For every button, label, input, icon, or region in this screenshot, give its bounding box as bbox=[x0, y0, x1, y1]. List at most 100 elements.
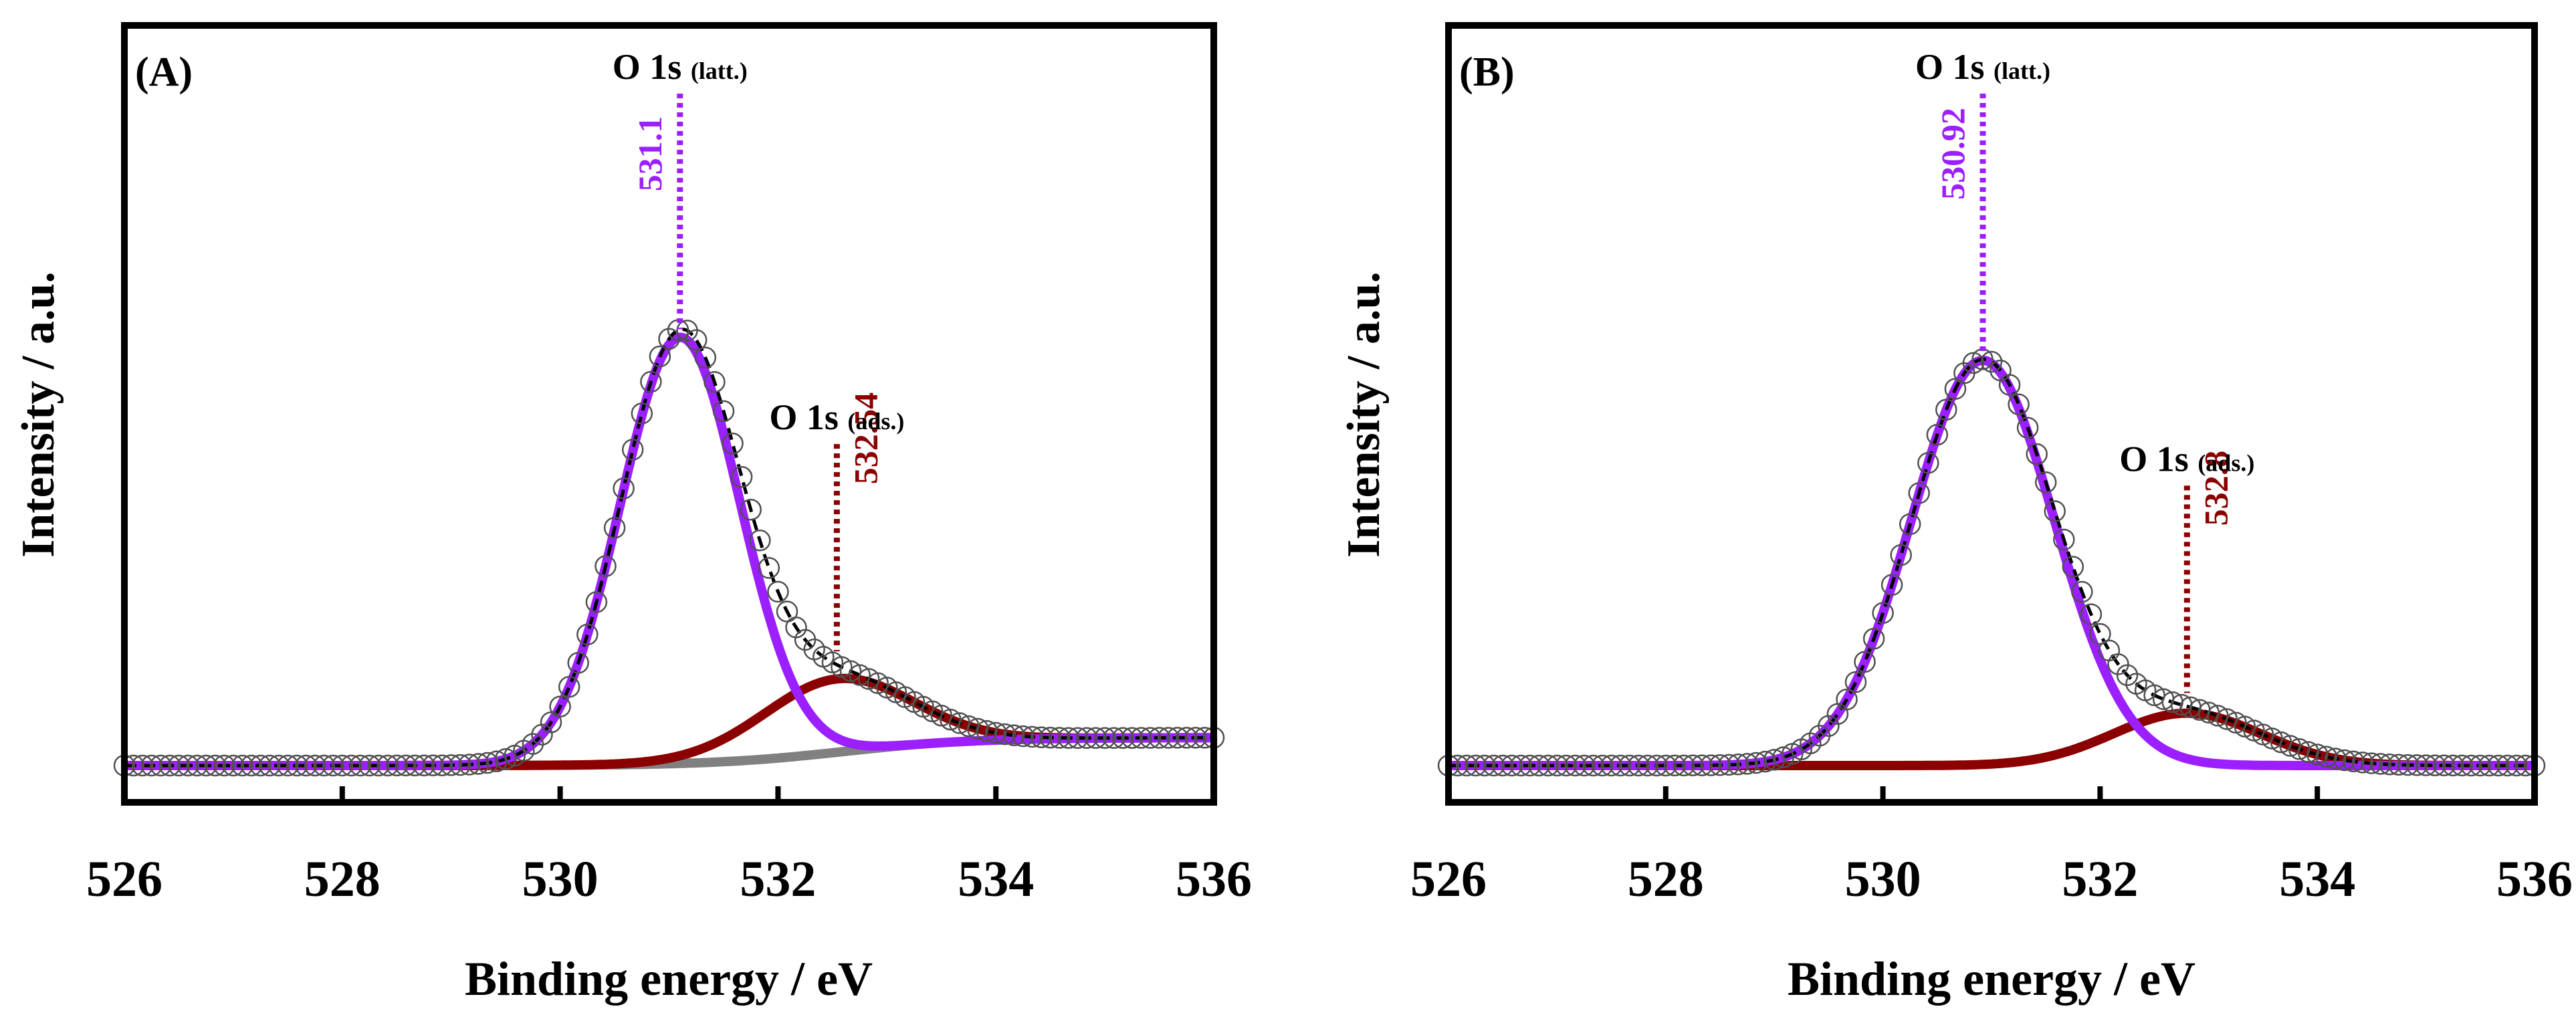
data-point bbox=[2433, 754, 2455, 777]
data-point bbox=[576, 623, 599, 646]
data-point bbox=[1646, 754, 1668, 777]
plot-frame bbox=[121, 22, 1217, 806]
data-point bbox=[1844, 671, 1867, 693]
x-axis-label: Binding energy / eV bbox=[1788, 952, 2195, 1006]
data-point bbox=[358, 754, 381, 777]
data-point bbox=[704, 370, 726, 393]
latt-peak-value: 531.1 bbox=[631, 116, 669, 192]
x-tick-label: 532 bbox=[2062, 851, 2138, 907]
data-point bbox=[1881, 574, 1903, 596]
data-point bbox=[240, 754, 263, 777]
ads-peak-value: 532.8 bbox=[2197, 451, 2234, 526]
data-point bbox=[1890, 544, 1912, 566]
data-point bbox=[277, 754, 299, 777]
data-point bbox=[2044, 500, 2066, 522]
data-point bbox=[131, 754, 154, 777]
data-point bbox=[1537, 754, 1560, 777]
data-point bbox=[2089, 622, 2111, 645]
data-point bbox=[2379, 753, 2401, 776]
data-point bbox=[603, 517, 626, 539]
data-point bbox=[2405, 754, 2428, 776]
x-tick-label: 536 bbox=[1176, 851, 1252, 907]
data-point bbox=[2478, 754, 2500, 777]
data-point bbox=[286, 754, 308, 777]
data-point bbox=[449, 754, 471, 776]
data-point bbox=[413, 754, 435, 777]
data-point bbox=[1618, 754, 1640, 777]
data-point bbox=[1654, 754, 1677, 777]
latt-component-line bbox=[1448, 355, 2535, 770]
data-point bbox=[1021, 725, 1043, 748]
data-point bbox=[204, 754, 227, 777]
data-point bbox=[712, 400, 735, 423]
data-point bbox=[2397, 754, 2419, 776]
data-point bbox=[340, 754, 362, 777]
data-point bbox=[849, 664, 871, 686]
data-point bbox=[2062, 556, 2084, 578]
data-point bbox=[1039, 726, 1061, 749]
data-point bbox=[2098, 639, 2121, 662]
data-point bbox=[2496, 754, 2518, 777]
data-point bbox=[2053, 528, 2075, 551]
data-point bbox=[1962, 352, 1985, 374]
data-point bbox=[395, 754, 417, 777]
data-point bbox=[1093, 727, 1116, 750]
data-point bbox=[1564, 754, 1586, 777]
data-point bbox=[267, 754, 290, 777]
data-point bbox=[1491, 754, 1514, 777]
data-point bbox=[1899, 513, 1921, 536]
data-point bbox=[1691, 754, 1713, 776]
data-point bbox=[567, 652, 589, 674]
data-point bbox=[1501, 754, 1523, 777]
data-point bbox=[313, 754, 335, 777]
data-point bbox=[2333, 749, 2356, 772]
data-point bbox=[1473, 754, 1496, 777]
data-point bbox=[2080, 603, 2103, 625]
envelope-fit-line bbox=[1448, 357, 2535, 768]
data-point bbox=[1709, 754, 1731, 776]
data-point bbox=[1030, 726, 1053, 748]
data-point bbox=[839, 660, 862, 682]
data-point bbox=[984, 721, 1007, 744]
data-point bbox=[331, 754, 354, 777]
data-point bbox=[1483, 754, 1505, 777]
data-point bbox=[1455, 754, 1478, 777]
plot-frame bbox=[1445, 22, 2538, 806]
panel-label: (A) bbox=[135, 49, 193, 95]
panel-b: Intensity / a.u. 530.92 O 1s (latt.) 532.8… bbox=[1338, 22, 2573, 1006]
data-point bbox=[1103, 727, 1125, 750]
data-point bbox=[1157, 727, 1180, 749]
data-point bbox=[1754, 750, 1776, 773]
data-point bbox=[168, 754, 190, 777]
data-point bbox=[585, 591, 608, 613]
data-point bbox=[158, 754, 181, 777]
data-point bbox=[1121, 727, 1144, 749]
data-point bbox=[140, 754, 163, 777]
y-axis-label: Intensity / a.u. bbox=[1338, 271, 1390, 558]
data-point bbox=[1980, 350, 2003, 373]
data-point bbox=[440, 754, 462, 776]
data-point bbox=[2451, 754, 2473, 777]
data-point bbox=[2026, 443, 2048, 465]
data-point bbox=[1003, 724, 1025, 747]
data-point bbox=[685, 329, 708, 351]
data-point bbox=[1012, 725, 1035, 748]
data-point bbox=[295, 754, 317, 777]
data-point bbox=[730, 466, 753, 488]
data-point bbox=[658, 328, 680, 350]
data-point bbox=[2424, 754, 2446, 776]
x-tick-label: 530 bbox=[522, 851, 599, 907]
data-point bbox=[1718, 754, 1740, 776]
data-point bbox=[649, 345, 671, 368]
data-point bbox=[758, 557, 780, 579]
data-point bbox=[1908, 482, 1930, 504]
x-tick-label: 526 bbox=[1410, 851, 1487, 907]
data-point bbox=[1700, 754, 1722, 776]
data-point bbox=[1085, 727, 1107, 750]
data-point bbox=[431, 754, 453, 776]
data-point bbox=[694, 346, 717, 369]
data-point bbox=[621, 439, 644, 461]
data-point bbox=[1673, 754, 1695, 777]
data-point bbox=[150, 754, 172, 777]
